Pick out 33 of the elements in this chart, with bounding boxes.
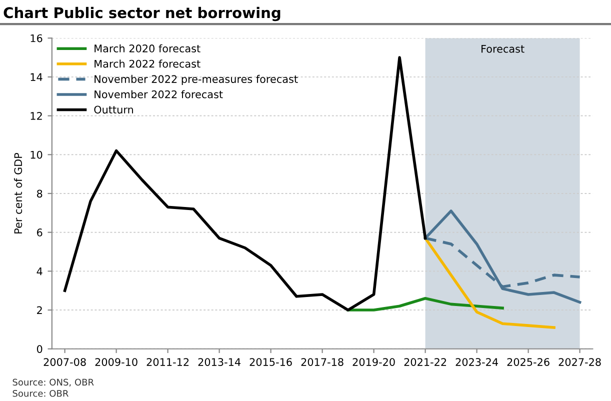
x-tick-label: 2017-18 [301,358,344,366]
y-tick-label: 10 [30,150,42,159]
legend-label: March 2022 forecast [94,60,200,68]
legend-label: Outturn [94,106,133,114]
source-note: Source: ONS, OBR [12,378,94,386]
source-note: Source: OBR [12,390,68,397]
line-series [424,236,556,329]
legend-label: November 2022 forecast [94,90,223,98]
x-tick-label: 2009-10 [95,358,138,366]
x-tick-label: 2023-24 [456,358,498,366]
y-tick-label: 8 [36,190,42,198]
band-label: Forecast [482,45,524,53]
x-tick-label: 2007-08 [44,358,86,366]
y-tick-label: 6 [37,228,42,236]
y-tick-label: 0 [36,345,42,353]
x-tick-label: 2021-22 [404,358,446,366]
legend-label: November 2022 pre-measures forecast [94,74,298,86]
y-tick-label: 16 [30,34,42,42]
y-tick-label: 2 [37,306,42,314]
x-tick-label: 2019-20 [352,358,395,366]
y-axis-title: Per cent of GDP [14,152,22,234]
line-series [346,296,504,312]
chart-title: Chart Public sector net borrowing [4,6,280,22]
legend-label: March 2020 forecast [94,44,200,52]
y-tick-label: 4 [36,268,42,276]
x-tick-label: 2025-26 [507,358,550,366]
line-series [63,56,427,312]
x-tick-label: 2027-28 [558,358,601,366]
x-tick-label: 2013-14 [198,358,240,366]
y-tick-label: 12 [30,112,42,120]
y-tick-label: 14 [30,73,42,81]
x-tick-label: 2011-12 [146,358,189,366]
x-tick-label: 2015-16 [250,358,292,366]
